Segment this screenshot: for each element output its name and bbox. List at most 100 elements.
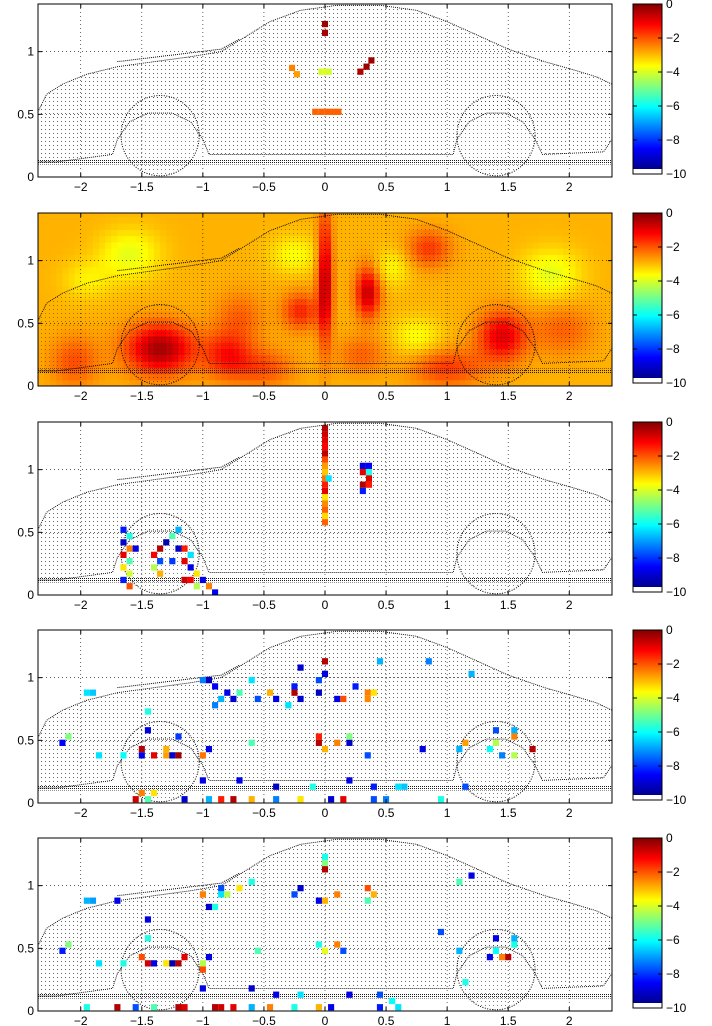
heatmap-cell [50, 273, 57, 281]
heatmap-cell [50, 235, 57, 243]
chart-panel-4: −2 −1.5 −1 −0.5 0 0.5 1 1.5 2 0 0.5 1 0 −2 −4 −6 −8 −10 [17, 623, 686, 820]
colorbar-tick-label: −10 [666, 585, 687, 599]
heatmap-cell [251, 216, 259, 224]
heatmap-cell [224, 891, 231, 898]
heatmap-cell [499, 752, 506, 759]
heatmap-cell [230, 796, 237, 803]
heatmap-cell [74, 235, 82, 243]
heatmap-cell [495, 223, 503, 230]
heatmap-cell [233, 373, 241, 381]
heatmap-cell [178, 254, 186, 262]
x-tick-label: 1 [444, 180, 451, 194]
heatmap-cell [129, 213, 137, 218]
heatmap-cell [215, 229, 222, 237]
heatmap-cell [370, 796, 377, 803]
heatmap-cell [550, 266, 558, 274]
heatmap-cell [471, 379, 479, 386]
colorbar-frame [632, 212, 663, 384]
heatmap-cell [569, 373, 576, 381]
car-floor [38, 368, 612, 374]
heatmap-cell [352, 683, 359, 690]
heatmap-cell [306, 379, 314, 386]
heatmap-cell [263, 360, 271, 368]
heatmap-cell [593, 273, 601, 281]
heatmap-cell [50, 373, 57, 381]
heatmap-cell [581, 379, 589, 386]
heatmap-cell [199, 985, 206, 992]
x-tick-label: 0.5 [378, 598, 395, 612]
heatmap-cell [86, 273, 94, 281]
colorbar-tick-label: −8 [666, 342, 680, 356]
heatmap-cell [141, 223, 149, 230]
heatmap-cell [447, 223, 454, 230]
heatmap-cell [508, 254, 515, 262]
heatmap-cell [532, 248, 540, 255]
heatmap-cell [169, 532, 176, 540]
heatmap-cell [56, 260, 64, 268]
heatmap-cell [86, 235, 94, 243]
heatmap-cell [117, 379, 125, 386]
heatmap-cell [441, 373, 448, 381]
heatmap-cell [563, 223, 570, 230]
heatmap-cell [291, 891, 298, 898]
heatmap-cell [44, 248, 51, 255]
heatmap-cell [263, 223, 271, 230]
heatmap-cell [587, 373, 595, 381]
heatmap-cell [178, 213, 186, 218]
heatmap-cell [129, 379, 137, 386]
heatmap-cell [612, 210, 619, 217]
heatmap-cell [581, 241, 589, 249]
heatmap-cell [123, 379, 131, 386]
heatmap-cell [193, 570, 200, 577]
heatmap-cell [80, 279, 88, 287]
colorbar-tick-label: 0 [666, 206, 673, 220]
heatmap-cell [599, 260, 607, 268]
heatmap-cell [68, 254, 76, 262]
heatmap-cell [80, 373, 88, 381]
heatmap-cell [74, 229, 82, 237]
colorbar-tick-label: −6 [666, 308, 680, 322]
heatmap-cell [166, 213, 173, 218]
heatmap-cell [135, 216, 143, 224]
heatmap-cell [212, 903, 219, 911]
heatmap-cell [166, 223, 173, 230]
heatmap-cell [208, 229, 216, 237]
heatmap-cell [202, 379, 210, 386]
heatmap-cell [416, 216, 424, 224]
heatmap-cell [129, 373, 137, 381]
colorbar-gradient [633, 838, 662, 1003]
heatmap-cell [196, 360, 204, 368]
heatmap-cell [282, 213, 289, 218]
heatmap-cell [587, 260, 595, 268]
heatmap-cell [471, 213, 479, 218]
heatmap-cell [599, 235, 607, 243]
heatmap-cell [538, 216, 546, 224]
heatmap-cell [172, 229, 180, 237]
heatmap-cell [459, 223, 467, 230]
heatmap-cell [120, 551, 127, 559]
heatmap-cell [532, 235, 540, 243]
heatmap-cell [282, 216, 289, 224]
heatmap-cell [86, 241, 94, 249]
heatmap-cell [612, 336, 619, 343]
x-tick-label: 0 [322, 598, 329, 612]
heatmap-cell [74, 279, 82, 287]
heatmap-cell [270, 216, 277, 224]
heatmap-cell [447, 379, 454, 386]
heatmap-cell [502, 248, 509, 255]
grid [38, 838, 612, 1011]
heatmap-cell [196, 354, 204, 362]
heatmap-cell [38, 216, 45, 224]
heatmap-cell [593, 266, 601, 274]
heatmap-cell [376, 991, 384, 998]
heatmap-cell [514, 229, 522, 237]
heatmap-cell [365, 469, 373, 476]
heatmap-cell [105, 216, 112, 224]
heatmap-cell [477, 229, 485, 237]
heatmap-cell [273, 991, 280, 998]
heatmap-cell [459, 213, 467, 218]
heatmap-cell [50, 291, 57, 299]
heatmap-cell [169, 752, 176, 759]
heatmap-cell [526, 235, 534, 243]
heatmap-cell [285, 702, 292, 709]
